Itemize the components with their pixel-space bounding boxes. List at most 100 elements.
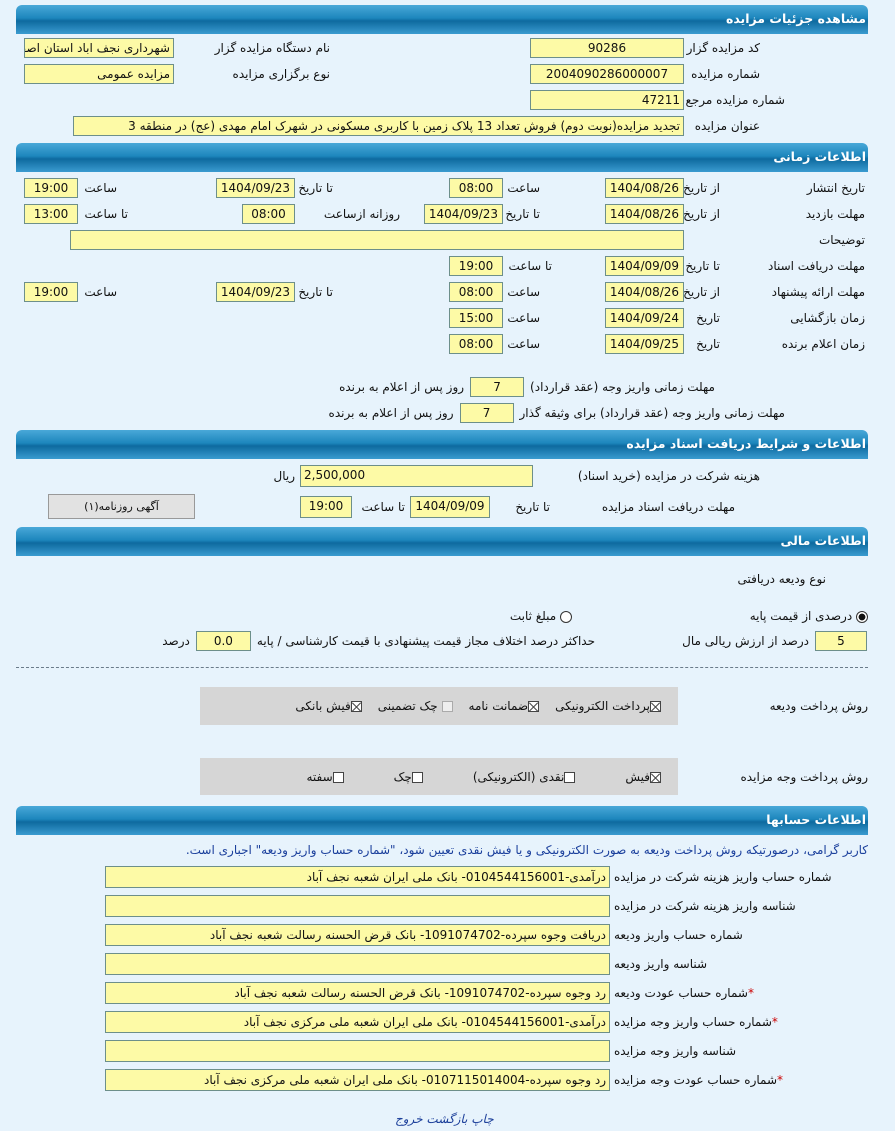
checkbox-icon[interactable]	[650, 701, 661, 712]
contract-bail-days[interactable]: 7	[459, 403, 514, 423]
to-hour-label: تا ساعت	[508, 259, 552, 273]
deposit-method-bank-slip[interactable]: فیش بانکی	[295, 696, 362, 716]
percent-option[interactable]: درصدی از قیمت پایه	[750, 606, 868, 626]
date-label: تاریخ	[696, 311, 720, 325]
doc-deadline-time[interactable]: 19:00	[300, 496, 352, 518]
section-title: اطلاعات و شرایط دریافت اسناد مزایده	[626, 436, 866, 451]
section-header-finance: اطلاعات مالی	[16, 527, 868, 556]
offer-from-date[interactable]: 1404/08/26	[605, 282, 684, 302]
offer-to-time[interactable]: 19:00	[24, 282, 78, 302]
payment-method-promissory[interactable]: سفته	[306, 767, 344, 787]
visit-to-time[interactable]: 13:00	[24, 204, 78, 224]
account-row-label: شناسه واریز وجه مزایده	[614, 1040, 736, 1062]
checkbox-icon[interactable]	[564, 772, 576, 783]
publish-to-time[interactable]: 19:00	[24, 178, 78, 198]
organizer-name-field[interactable]: شهرداری نجف اباد استان اصفهان	[24, 38, 174, 58]
required-marker: *	[771, 1015, 778, 1029]
account-row-label: شناسه واریز هزینه شرکت در مزایده	[614, 895, 796, 917]
checkbox-icon[interactable]	[350, 701, 362, 712]
fee-field[interactable]: 2,500,000	[300, 465, 533, 487]
back-link[interactable]: بازگشت	[426, 1112, 468, 1126]
print-link[interactable]: چاپ	[471, 1112, 494, 1126]
account-row-label: شماره حساب واریز ودیعه	[614, 924, 743, 946]
exit-link[interactable]: خروج	[395, 1112, 423, 1126]
account-row-label: شماره حساب واریز هزینه شرکت در مزایده	[614, 866, 832, 888]
account-row-field[interactable]	[105, 895, 610, 917]
divider	[16, 667, 868, 668]
visit-daily-from[interactable]: 08:00	[242, 204, 295, 224]
fee-label: هزینه شرکت در مزایده (خرید اسناد)	[577, 469, 760, 483]
payment-method-check[interactable]: چک	[394, 767, 423, 787]
date-label: تاریخ	[696, 337, 720, 351]
payment-methods-box: فیش نقدی (الکترونیکی) چک سفته	[200, 758, 678, 795]
opening-time[interactable]: 15:00	[449, 308, 503, 328]
radio-icon[interactable]	[856, 610, 868, 623]
deposit-method-check[interactable]: چک تضمینی	[378, 696, 453, 716]
max-diff-row: حداکثر درصد اختلاف مجاز قیمت پیشنهادی با…	[162, 631, 595, 651]
payment-method-slip[interactable]: فیش	[625, 767, 661, 787]
description-label: توضیحات	[818, 233, 865, 247]
visit-to-date[interactable]: 1404/09/23	[424, 204, 503, 224]
newspaper-ad-button[interactable]: آگهی روزنامه(۱)	[48, 494, 195, 519]
checkbox-icon[interactable]	[528, 701, 540, 712]
account-row-field[interactable]: رد وجوه سپرده-1091074702- بانک قرض الحسن…	[105, 982, 610, 1004]
account-row-field[interactable]: رد وجوه سپرده-0107115014004- بانک ملی ای…	[105, 1069, 610, 1091]
checkbox-icon[interactable]	[332, 772, 344, 783]
checkbox-icon[interactable]	[650, 772, 661, 783]
reference-number-field[interactable]: 47211	[530, 90, 684, 110]
payment-method-cash[interactable]: نقدی (الکترونیکی)	[473, 767, 576, 787]
checkbox-icon[interactable]	[411, 772, 423, 783]
auction-number-field[interactable]: 2004090286000007	[530, 64, 684, 84]
to-date-label: تا تاریخ	[298, 181, 333, 195]
account-label-text: شماره حساب واریز ودیعه	[614, 928, 743, 942]
contract-days[interactable]: 7	[470, 377, 525, 397]
to-hour-label: تا ساعت	[361, 500, 405, 514]
organizer-code-field[interactable]: 90286	[530, 38, 684, 58]
footer-links: چاپ بازگشت خروج	[395, 1112, 494, 1126]
publish-label: تاریخ انتشار	[806, 181, 865, 195]
auction-type-label: نوع برگزاری مزایده	[232, 67, 330, 81]
auction-type-field[interactable]: مزایده عمومی	[24, 64, 174, 84]
checkbox-icon[interactable]	[441, 701, 453, 712]
visit-from-date[interactable]: 1404/08/26	[605, 204, 684, 224]
radio-icon[interactable]	[560, 610, 572, 623]
account-row-field[interactable]: دریافت وجوه سپرده-1091074702- بانک قرض ا…	[105, 924, 610, 946]
deposit-method-guarantee[interactable]: ضمانت نامه	[469, 696, 540, 716]
publish-from-time[interactable]: 08:00	[449, 178, 503, 198]
fixed-option[interactable]: مبلغ ثابت	[510, 606, 572, 626]
to-date-label: تا تاریخ	[685, 259, 720, 273]
days-after-label: روز پس از اعلام به برنده	[339, 380, 465, 394]
account-row-field[interactable]	[105, 1040, 610, 1062]
title-field[interactable]: تجدید مزایده(نوبت دوم) فروش تعداد 13 پلا…	[73, 116, 684, 136]
percent-value-field[interactable]: 5	[815, 631, 867, 651]
description-field[interactable]	[70, 230, 684, 250]
publish-to-date[interactable]: 1404/09/23	[216, 178, 295, 198]
account-label-text: شناسه واریز وجه مزایده	[614, 1044, 737, 1058]
winner-date[interactable]: 1404/09/25	[605, 334, 684, 354]
organizer-name-label: نام دستگاه مزایده گزار	[214, 41, 330, 55]
account-label-text: شناسه واریز ودیعه	[614, 957, 708, 971]
max-diff-field[interactable]: 0.0	[195, 631, 251, 651]
account-label-text: شماره حساب واریز وجه مزایده	[614, 1015, 772, 1029]
hour-label: ساعت	[507, 337, 540, 351]
account-row-field[interactable]	[105, 953, 610, 975]
percent-text: درصد از ارزش ریالی مال	[682, 634, 809, 648]
offer-to-date[interactable]: 1404/09/23	[216, 282, 295, 302]
doc-receive-to-date[interactable]: 1404/09/09	[605, 256, 684, 276]
deposit-method-electronic[interactable]: پرداخت الکترونیکی	[555, 696, 661, 716]
opening-date[interactable]: 1404/09/24	[605, 308, 684, 328]
account-row-field[interactable]: درآمدی-0104544156001- بانک ملی ایران شعب…	[105, 866, 610, 888]
required-marker: *	[747, 986, 754, 1000]
offer-from-time[interactable]: 08:00	[449, 282, 503, 302]
account-row-field[interactable]: درآمدی-0104544156001- بانک ملی ایران شعب…	[105, 1011, 610, 1033]
option-label: چک	[393, 770, 412, 784]
publish-from-date[interactable]: 1404/08/26	[605, 178, 684, 198]
doc-deadline-date[interactable]: 1404/09/09	[410, 496, 490, 518]
doc-receive-to-time[interactable]: 19:00	[449, 256, 503, 276]
winner-time[interactable]: 08:00	[449, 334, 503, 354]
section-header-docs: اطلاعات و شرایط دریافت اسناد مزایده	[16, 430, 868, 459]
hour-label: ساعت	[507, 311, 540, 325]
section-title: مشاهده جزئیات مزایده	[725, 11, 866, 26]
from-date-label: از تاریخ	[683, 285, 720, 299]
